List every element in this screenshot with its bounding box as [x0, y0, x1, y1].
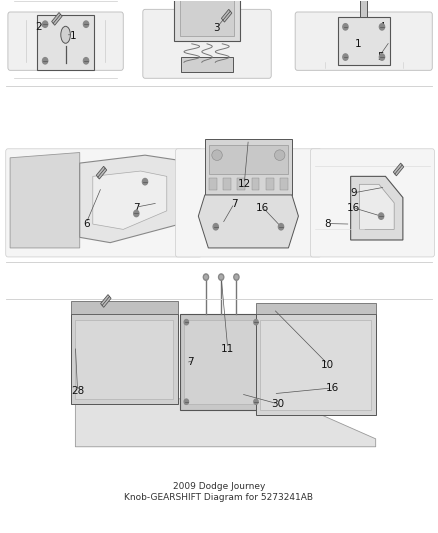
Circle shape: [234, 274, 239, 280]
Polygon shape: [10, 152, 80, 248]
Bar: [266, 178, 274, 190]
Text: 7: 7: [187, 357, 194, 367]
Text: 7: 7: [231, 199, 237, 209]
Bar: [237, 178, 245, 190]
Circle shape: [343, 54, 348, 60]
Bar: [338, 17, 390, 65]
Text: 28: 28: [71, 386, 84, 396]
FancyBboxPatch shape: [295, 12, 432, 70]
Bar: [209, 178, 217, 190]
Text: 1: 1: [355, 39, 362, 49]
Circle shape: [142, 179, 148, 185]
Bar: [71, 314, 178, 405]
Polygon shape: [198, 195, 298, 248]
Text: 5: 5: [377, 52, 383, 62]
Polygon shape: [80, 155, 180, 243]
Polygon shape: [52, 12, 62, 25]
Circle shape: [134, 211, 139, 216]
Text: 6: 6: [83, 219, 89, 229]
Circle shape: [203, 274, 208, 280]
Bar: [181, 57, 233, 72]
Bar: [180, 314, 262, 410]
Circle shape: [42, 58, 48, 64]
Bar: [360, 0, 367, 17]
Polygon shape: [93, 171, 167, 229]
Polygon shape: [101, 295, 111, 308]
Circle shape: [379, 54, 385, 60]
FancyBboxPatch shape: [6, 149, 201, 257]
Text: 16: 16: [325, 383, 339, 393]
Circle shape: [279, 223, 284, 230]
Circle shape: [254, 399, 258, 405]
Text: 1: 1: [70, 31, 77, 41]
Circle shape: [184, 319, 188, 325]
Bar: [184, 319, 258, 405]
Circle shape: [343, 23, 348, 30]
Bar: [256, 303, 376, 314]
Circle shape: [213, 223, 219, 230]
Bar: [260, 319, 371, 410]
Bar: [205, 139, 292, 195]
Circle shape: [83, 21, 88, 27]
Polygon shape: [96, 166, 107, 179]
Text: 16: 16: [346, 203, 360, 213]
Bar: [180, 0, 234, 36]
Polygon shape: [359, 184, 394, 229]
Bar: [71, 301, 178, 314]
Polygon shape: [75, 394, 376, 447]
Text: 8: 8: [325, 219, 331, 229]
Text: 9: 9: [350, 188, 357, 198]
Ellipse shape: [61, 26, 71, 43]
Circle shape: [379, 23, 385, 30]
Ellipse shape: [212, 150, 222, 160]
Circle shape: [254, 319, 258, 325]
Text: 11: 11: [221, 344, 234, 354]
Ellipse shape: [275, 150, 285, 160]
Circle shape: [83, 58, 88, 64]
Bar: [174, 0, 240, 41]
Circle shape: [42, 21, 48, 27]
Text: 2009 Dodge Journey
Knob-GEARSHIFT Diagram for 5273241AB: 2009 Dodge Journey Knob-GEARSHIFT Diagra…: [124, 482, 314, 502]
Bar: [37, 14, 94, 70]
Text: 2: 2: [35, 22, 42, 32]
Text: 7: 7: [133, 203, 140, 213]
Text: 16: 16: [256, 203, 269, 213]
Circle shape: [205, 276, 207, 279]
FancyBboxPatch shape: [311, 149, 434, 257]
FancyBboxPatch shape: [176, 149, 321, 257]
Text: 4: 4: [379, 22, 385, 32]
FancyBboxPatch shape: [143, 10, 271, 78]
Circle shape: [219, 274, 224, 280]
FancyBboxPatch shape: [8, 12, 123, 70]
Bar: [209, 144, 288, 174]
Bar: [280, 178, 288, 190]
Circle shape: [184, 399, 188, 405]
Text: 30: 30: [271, 399, 284, 409]
Polygon shape: [221, 10, 232, 22]
Circle shape: [378, 213, 384, 219]
Polygon shape: [393, 163, 404, 176]
Text: 3: 3: [213, 23, 220, 33]
Bar: [256, 314, 376, 415]
Text: 10: 10: [321, 360, 334, 369]
Text: 12: 12: [238, 179, 251, 189]
Bar: [251, 178, 259, 190]
Bar: [75, 319, 173, 399]
Circle shape: [220, 276, 223, 279]
Polygon shape: [351, 176, 403, 240]
Bar: [223, 178, 231, 190]
Circle shape: [235, 276, 238, 279]
